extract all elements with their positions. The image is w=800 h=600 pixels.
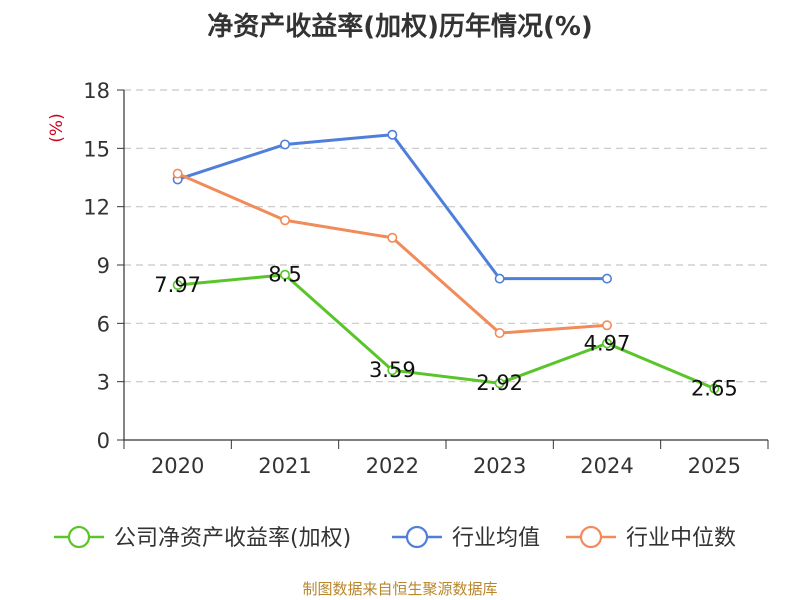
data-label-2024: 4.97 xyxy=(584,331,631,355)
y-axis-label: (%) xyxy=(47,113,67,142)
y-tick-label-9: 9 xyxy=(97,254,110,278)
legend: 公司净资产收益率(加权) 行业均值 行业中位数 xyxy=(54,525,736,551)
legend-marker-2 xyxy=(579,525,603,549)
data-point-1-1 xyxy=(279,139,290,150)
chart-title: 净资产收益率(加权)历年情况(%) xyxy=(207,12,593,42)
data-label-2020: 7.97 xyxy=(154,273,201,297)
source-footer: 制图数据来自恒生聚源数据库 xyxy=(302,580,498,598)
y-tick-label-3: 3 xyxy=(97,371,110,395)
legend-marker-1 xyxy=(405,525,429,549)
x-tick-label-2021: 2021 xyxy=(258,454,311,478)
data-point-2-1 xyxy=(279,215,290,226)
y-tick-label-6: 6 xyxy=(97,312,110,336)
y-tick-label-18: 18 xyxy=(83,79,110,103)
data-point-2-4 xyxy=(601,320,612,331)
data-point-2-3 xyxy=(494,328,505,339)
data-point-0-0 xyxy=(172,280,183,291)
data-labels: 7.97 8.5 3.59 2.92 4.97 2.65 xyxy=(154,263,737,401)
data-point-0-3 xyxy=(494,378,505,389)
legend-label-0[interactable]: 公司净资产收益率(加权) xyxy=(114,526,351,551)
grid-lines xyxy=(124,89,768,383)
data-label-2025: 2.65 xyxy=(691,376,738,400)
data-label-2021: 8.5 xyxy=(268,263,301,287)
data-point-0-5 xyxy=(709,383,720,394)
legend-label-2[interactable]: 行业中位数 xyxy=(626,526,736,551)
legend-label-1[interactable]: 行业均值 xyxy=(452,526,540,551)
x-tick-label-2024: 2024 xyxy=(580,454,633,478)
y-tick-label-12: 12 xyxy=(83,196,110,220)
data-point-2-0 xyxy=(172,168,183,179)
x-tick-label-2020: 2020 xyxy=(151,454,204,478)
data-point-1-3 xyxy=(494,273,505,284)
data-label-2023: 2.92 xyxy=(476,371,523,395)
series-line-0 xyxy=(177,273,715,390)
data-point-0-4 xyxy=(601,338,612,349)
series-line-2 xyxy=(177,172,608,335)
data-point-0-2 xyxy=(387,365,398,376)
data-point-1-2 xyxy=(387,129,398,140)
axes: 0 3 6 9 12 15 18 2020 2021 2022 2023 2024 2025 xyxy=(83,79,769,478)
data-point-2-2 xyxy=(387,232,398,243)
data-point-1-4 xyxy=(601,273,612,284)
y-tick-label-0: 0 xyxy=(97,429,110,453)
y-tick-label-15: 15 xyxy=(83,137,110,161)
x-tick-label-2025: 2025 xyxy=(688,454,741,478)
x-tick-label-2022: 2022 xyxy=(366,454,419,478)
data-label-2022: 3.59 xyxy=(369,358,416,382)
legend-marker-0 xyxy=(67,525,91,549)
data-point-0-1 xyxy=(279,269,290,280)
series-lines xyxy=(172,129,720,394)
x-tick-label-2023: 2023 xyxy=(473,454,526,478)
